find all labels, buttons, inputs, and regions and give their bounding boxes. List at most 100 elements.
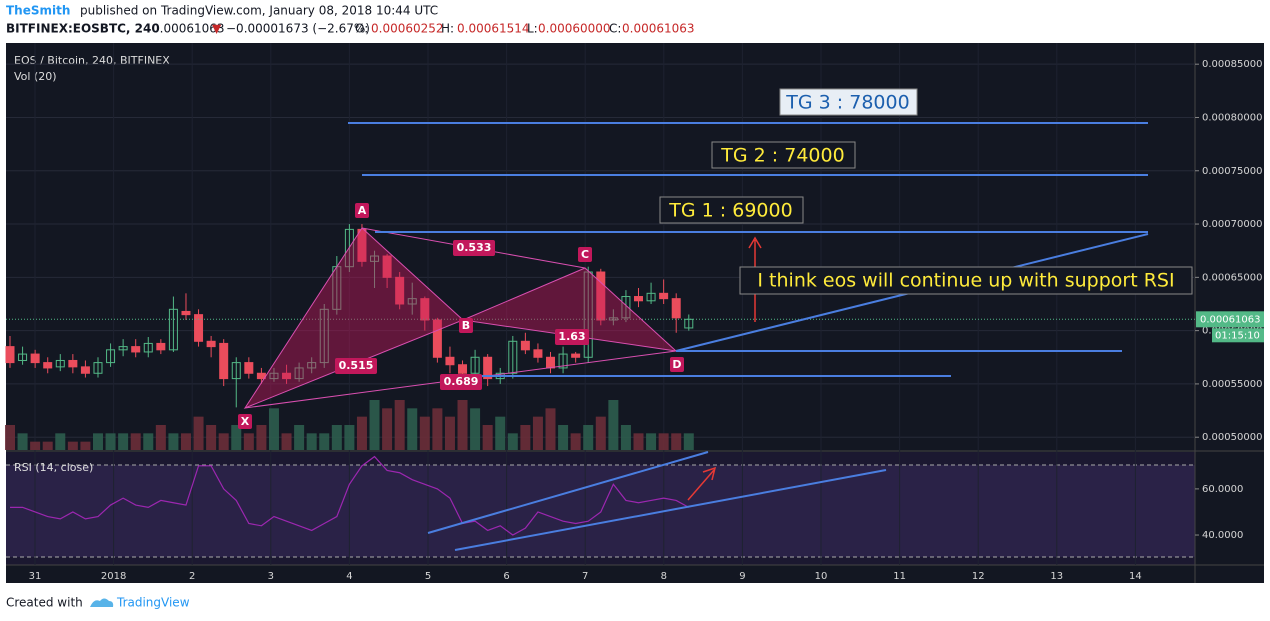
candle-body bbox=[445, 356, 455, 366]
candle-body bbox=[483, 356, 493, 380]
volume-bar bbox=[457, 400, 468, 450]
volume-bar bbox=[545, 408, 556, 450]
rsi-tick-label: 60.0000 bbox=[1202, 484, 1243, 495]
label-bg bbox=[670, 357, 684, 372]
candle-body bbox=[319, 308, 329, 364]
volume-bar bbox=[432, 408, 443, 450]
candle-body bbox=[684, 318, 694, 329]
volume-bar bbox=[155, 425, 166, 450]
rsi-label: RSI (14, close) bbox=[14, 461, 93, 474]
y-tick-label: 0.00085000 bbox=[1202, 59, 1262, 70]
candle-body bbox=[370, 255, 380, 262]
candle-body bbox=[558, 353, 568, 369]
y-tick-label: 0.00050000 bbox=[1202, 432, 1262, 443]
candle-body bbox=[407, 298, 417, 305]
candle-body bbox=[634, 296, 643, 302]
tg2: TG 2 : 74000 bbox=[720, 145, 844, 167]
x-tick-label: 4 bbox=[346, 571, 352, 582]
candle-body bbox=[282, 372, 292, 380]
candle-body bbox=[470, 356, 480, 374]
candle-body bbox=[357, 228, 367, 262]
candle-body bbox=[432, 319, 442, 358]
last: 0.00061063 bbox=[152, 22, 225, 36]
volume-bar bbox=[482, 425, 493, 450]
volume-bar bbox=[570, 433, 581, 450]
volume-bar bbox=[495, 416, 506, 450]
x-tick-label: 12 bbox=[972, 571, 985, 582]
note: I think eos will continue up with suppor… bbox=[757, 270, 1174, 292]
volume-bar bbox=[583, 425, 594, 450]
volume-bar bbox=[344, 425, 355, 450]
l-label: L: bbox=[527, 22, 538, 36]
candle-body bbox=[382, 255, 392, 278]
candle-body bbox=[420, 298, 430, 321]
symbol: BITFINEX:EOSBTC, 240 bbox=[6, 22, 160, 36]
rsi-line bbox=[10, 455, 690, 536]
volume-bar bbox=[369, 400, 380, 450]
l: 0.00060000 bbox=[538, 22, 611, 36]
volume-bar bbox=[520, 425, 531, 450]
volume-bar bbox=[419, 416, 430, 450]
volume-bar bbox=[17, 433, 28, 450]
candle-body bbox=[659, 292, 669, 300]
volume-bar bbox=[683, 433, 694, 450]
arrow-rsi bbox=[687, 466, 717, 501]
candle-body bbox=[671, 298, 681, 319]
candle-body bbox=[646, 292, 656, 302]
countdown-tag bbox=[1212, 328, 1264, 343]
countdown: 01:15:10 bbox=[1215, 330, 1260, 341]
author[interactable]: TheSmith bbox=[6, 4, 70, 18]
volume-bar bbox=[407, 408, 418, 450]
tg2-box bbox=[711, 141, 856, 169]
candle-body bbox=[18, 353, 28, 361]
volume-bar bbox=[646, 433, 657, 450]
note-box bbox=[739, 266, 1193, 295]
x-tick-label: 10 bbox=[815, 571, 828, 582]
volume-bar bbox=[595, 416, 606, 450]
label-bg bbox=[355, 203, 369, 218]
volume-bar bbox=[5, 425, 15, 450]
volume-bar bbox=[294, 425, 305, 450]
volume-bar bbox=[180, 433, 191, 450]
c: 0.00061063 bbox=[622, 22, 695, 36]
volume-bar bbox=[168, 433, 179, 450]
volume-bar bbox=[231, 425, 242, 450]
candle-body bbox=[93, 362, 103, 374]
candle-body bbox=[118, 346, 128, 351]
d-label: D bbox=[672, 358, 681, 371]
volume-bar bbox=[42, 441, 53, 450]
tg3: TG 3 : 78000 bbox=[785, 92, 909, 114]
volume-bar bbox=[243, 433, 254, 450]
candle-body bbox=[181, 310, 191, 316]
x-tick-label: 7 bbox=[582, 571, 588, 582]
tg1-box bbox=[659, 196, 804, 224]
b-label: B bbox=[462, 319, 470, 332]
volume-bar bbox=[608, 400, 619, 450]
label-bg bbox=[238, 414, 252, 429]
h-label: H: bbox=[441, 22, 454, 36]
created: Created with bbox=[6, 596, 83, 610]
x-tick-label: 2018 bbox=[101, 571, 126, 582]
rsi-tick-label: 40.0000 bbox=[1202, 530, 1243, 541]
candle-body bbox=[583, 271, 593, 358]
volume-bar bbox=[30, 441, 41, 450]
volume-bar bbox=[67, 441, 78, 450]
arrow: ▼ bbox=[212, 22, 222, 36]
x-label: X bbox=[241, 415, 250, 428]
ratio: 0.515 bbox=[339, 359, 374, 372]
label-bg bbox=[453, 240, 495, 256]
tg1: TG 1 : 69000 bbox=[668, 200, 792, 222]
candle-body bbox=[168, 308, 178, 351]
brand[interactable]: TradingView bbox=[116, 596, 190, 610]
pattern-labels: X A B C D 0.533 0.515 0.689 1.63 bbox=[238, 203, 684, 429]
x-tick-label: 9 bbox=[739, 571, 745, 582]
last-price-tag bbox=[1196, 311, 1264, 328]
volume-bar bbox=[206, 425, 217, 450]
y-tick-label: 0.00080000 bbox=[1202, 112, 1262, 123]
drawings bbox=[243, 122, 1149, 551]
rsi-trend1 bbox=[427, 451, 709, 534]
volume-bar bbox=[394, 400, 405, 450]
rsi-band bbox=[6, 465, 1195, 557]
published: published on TradingView.com, January 08… bbox=[80, 4, 438, 18]
candle-body bbox=[508, 340, 518, 374]
